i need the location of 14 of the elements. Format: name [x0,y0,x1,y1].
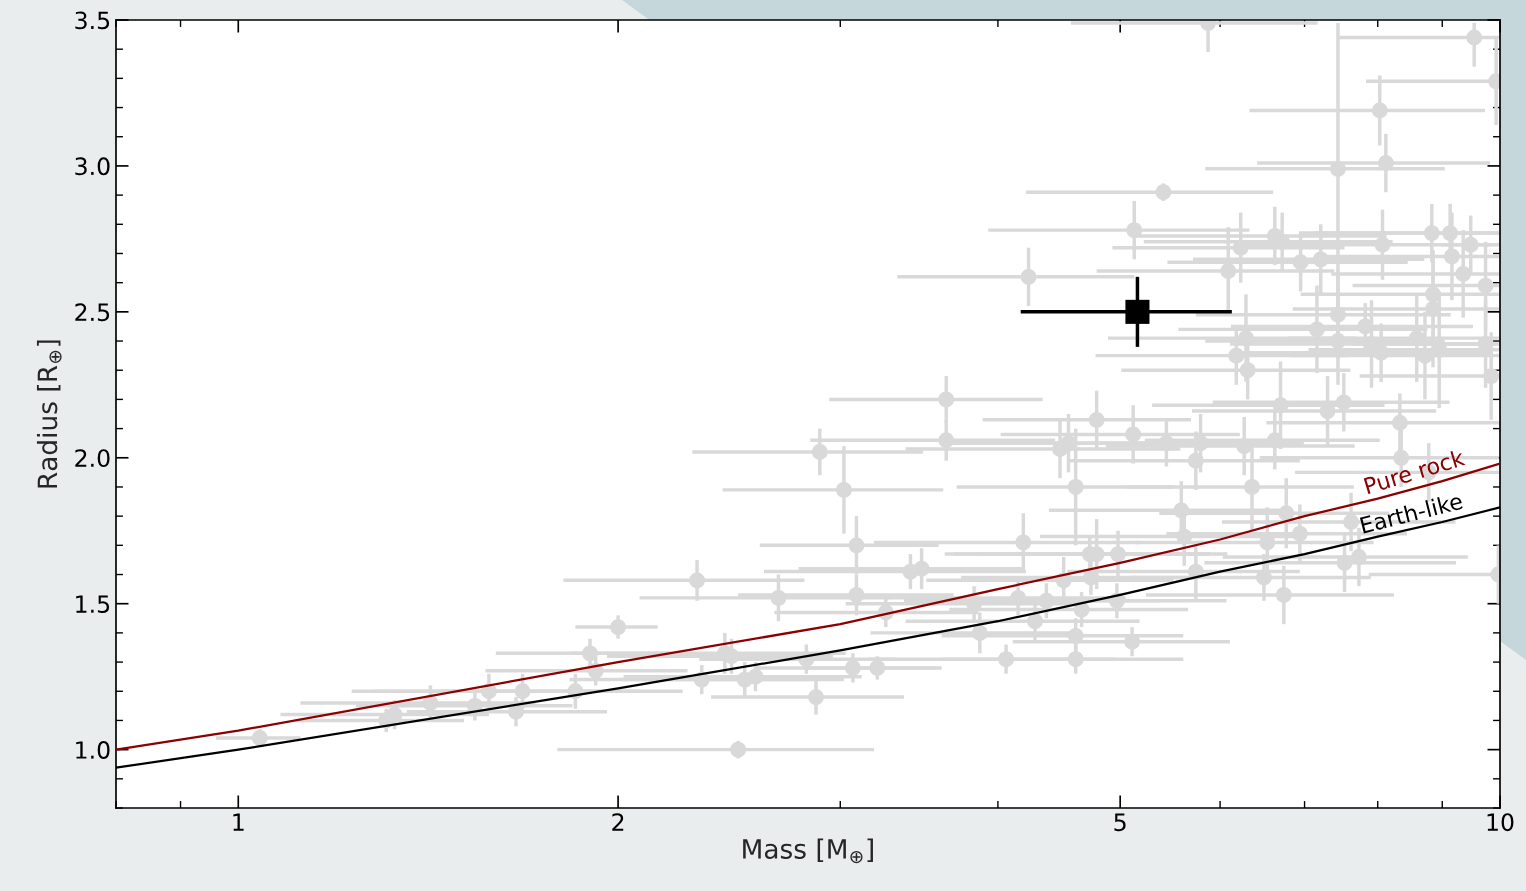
y-tick-label: 1.5 [76,595,110,614]
annotation: Earth-like [1359,494,1464,534]
x-tick-label: 10 [1487,813,1514,832]
y-tick-label: 2.0 [75,449,110,468]
x-tick-label: 5 [1114,813,1126,832]
annotation: Pure rock [1363,448,1466,495]
y-axis-title: Radius [R$_{⊕}$] [36,340,62,488]
y-tick-label: 1.0 [76,741,110,759]
y-tick-label: 2.5 [75,303,110,322]
x-axis-title: Mass [M$_{⊕}$] [743,838,873,864]
y-tick-label: 3.0 [75,157,110,176]
x-tick-label: 2 [612,813,624,831]
x-tick-label: 1 [233,813,244,831]
y-tick-label: 3.5 [75,11,110,30]
